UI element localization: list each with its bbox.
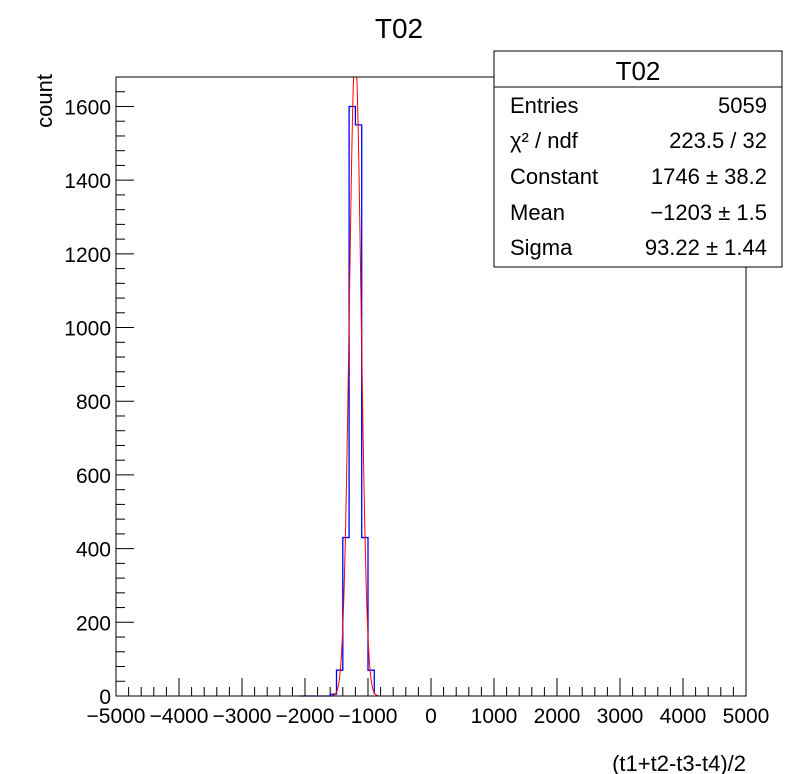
y-tick-label: 1600 — [64, 96, 111, 119]
x-tick-label: 2000 — [534, 705, 581, 728]
x-tick-label: 3000 — [597, 705, 644, 728]
stats-box-title: T02 — [616, 56, 661, 86]
x-tick-label: −1000 — [339, 705, 398, 728]
stats-row-value: 1746 ± 38.2 — [651, 164, 767, 189]
stats-box: T02 Entries 5059 χ² / ndf 223.5 / 32 Constan… — [493, 50, 783, 268]
x-tick-label: −2000 — [276, 705, 335, 728]
y-tick-label: 1200 — [64, 244, 111, 267]
y-tick-label: 600 — [76, 465, 111, 488]
x-tick-label: 5000 — [723, 705, 770, 728]
x-tick-label: 1000 — [471, 705, 518, 728]
x-tick-label: 4000 — [660, 705, 707, 728]
stats-row-label: χ² / ndf — [510, 128, 579, 153]
stats-row-label: Mean — [510, 200, 565, 225]
plot-frame — [115, 76, 747, 697]
y-tick-labels: 0 200 400 600 800 1000 1200 1400 1600 — [64, 96, 111, 709]
x-tick-label: −4000 — [150, 705, 209, 728]
y-axis-label: count — [32, 74, 57, 128]
y-tick-label: 800 — [76, 391, 111, 414]
y-tick-label: 1400 — [64, 170, 111, 193]
stats-row-value: 5059 — [718, 93, 767, 118]
stats-row-label: Sigma — [510, 235, 573, 260]
y-tick-label: 0 — [99, 686, 111, 709]
stats-row-label: Constant — [510, 164, 598, 189]
stats-row-value: 93.22 ± 1.44 — [645, 235, 767, 260]
y-tick-label: 1000 — [64, 318, 111, 341]
x-tick-label: 0 — [425, 705, 437, 728]
stats-box-rows: Entries 5059 χ² / ndf 223.5 / 32 Constant 174… — [510, 93, 767, 260]
x-tick-labels: −5000 −4000 −3000 −2000 −1000 0 1000 2000 3000 40… — [87, 705, 770, 728]
chart-title: T02 — [375, 13, 423, 44]
y-tick-label: 400 — [76, 539, 111, 562]
y-tick-label: 200 — [76, 612, 111, 635]
stats-row-value: −1203 ± 1.5 — [650, 200, 767, 225]
x-tick-label: −5000 — [87, 705, 146, 728]
stats-row-label: Entries — [510, 93, 578, 118]
axis-ticks — [115, 76, 747, 697]
stats-row-value: 223.5 / 32 — [669, 128, 767, 153]
x-axis-label: (t1+t2-t3-t4)/2 — [612, 751, 746, 774]
x-tick-label: −3000 — [213, 705, 272, 728]
